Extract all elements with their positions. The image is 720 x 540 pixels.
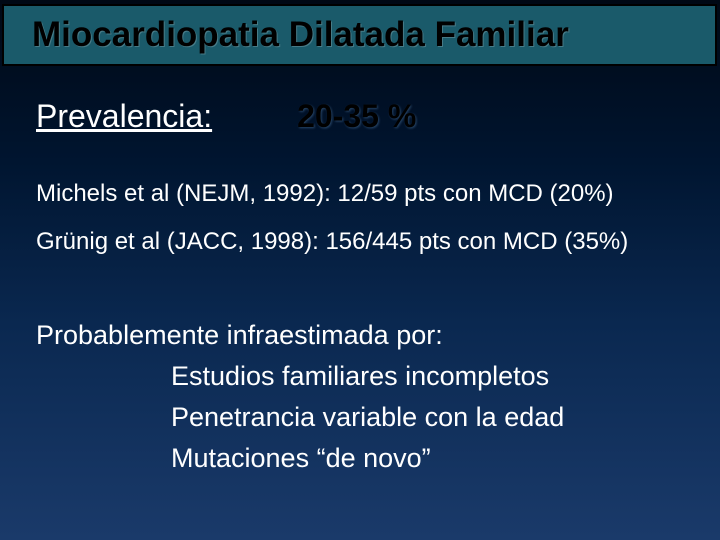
prevalence-label: Prevalencia: [36,98,212,135]
study-citation-1: Michels et al (NEJM, 1992): 12/59 pts co… [36,180,614,208]
reason-1: Estudios familiares incompletos [171,361,564,392]
slide-title: Miocardiopatia Dilatada Familiar [32,15,569,55]
prevalence-value: 20-35 % [297,98,416,135]
study-citation-2: Grünig et al (JACC, 1998): 156/445 pts c… [36,228,628,256]
slide-container: Miocardiopatia Dilatada Familiar Prevale… [0,0,720,540]
prevalence-row: Prevalencia: 20-35 % [36,98,416,135]
underestimation-intro: Probablemente infraestimada por: [36,320,564,351]
underestimation-block: Probablemente infraestimada por: Estudio… [36,320,564,474]
title-bar: Miocardiopatia Dilatada Familiar [2,4,717,66]
reason-2: Penetrancia variable con la edad [171,402,564,433]
reason-3: Mutaciones “de novo” [171,443,564,474]
